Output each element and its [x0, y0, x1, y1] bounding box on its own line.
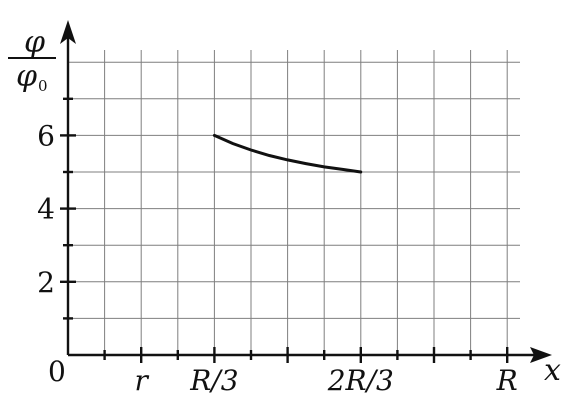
x-axis-arrow: [530, 347, 552, 363]
y-axis-label-denominator: φ: [16, 59, 37, 94]
origin-label: 0: [48, 355, 66, 388]
x-tick-label: R/3: [189, 364, 238, 397]
y-tick-label: 2: [37, 266, 55, 299]
y-axis-label-subscript: 0: [38, 77, 48, 95]
tick-labels: r R/3 2R/3 R 2 4 6: [37, 119, 518, 397]
y-axis-label-numerator: φ: [24, 25, 45, 60]
y-tick-label: 6: [37, 119, 55, 152]
y-axis-arrow: [60, 20, 76, 44]
x-axis-label: x: [544, 353, 561, 388]
data-curve: [212, 133, 363, 174]
x-tick-label: R: [496, 364, 518, 397]
y-tick-label: 4: [37, 193, 55, 226]
x-tick-label: 2R/3: [327, 364, 394, 397]
x-tick-label: r: [135, 364, 150, 397]
axis-ticks: [60, 97, 509, 363]
chart-grid: [68, 50, 520, 355]
